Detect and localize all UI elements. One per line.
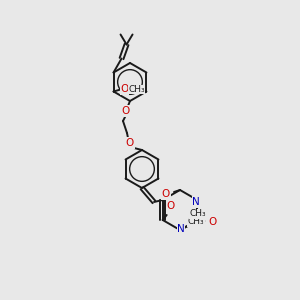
- Text: O: O: [167, 201, 175, 211]
- Text: N: N: [192, 197, 200, 207]
- Text: CH₃: CH₃: [188, 218, 204, 226]
- Text: CH₃: CH₃: [128, 85, 145, 94]
- Text: O: O: [126, 138, 134, 148]
- Text: O: O: [120, 85, 129, 94]
- Text: O: O: [208, 217, 216, 227]
- Text: CH₃: CH₃: [189, 209, 206, 218]
- Text: O: O: [162, 189, 170, 199]
- Text: O: O: [122, 106, 130, 116]
- Text: N: N: [177, 224, 185, 234]
